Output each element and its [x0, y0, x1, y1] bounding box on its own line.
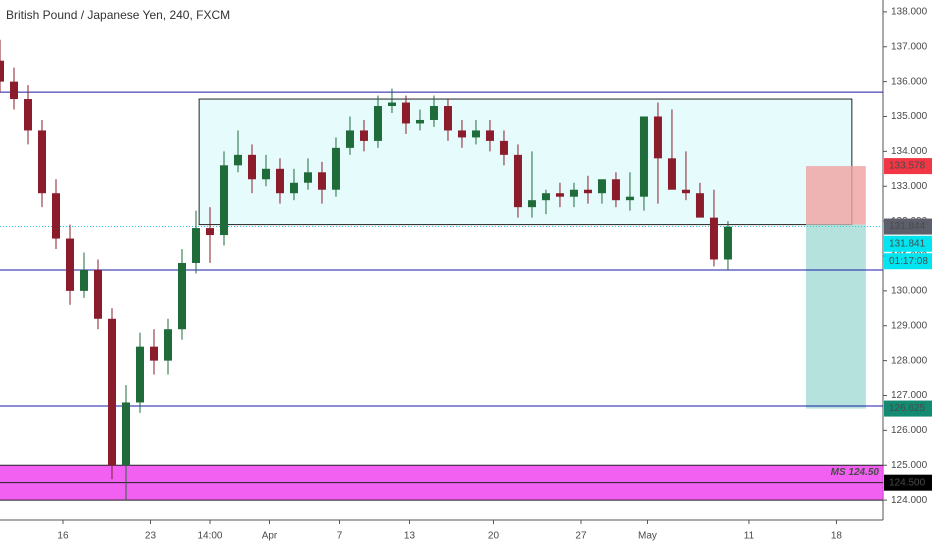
- candle-body: [709, 217, 718, 260]
- candle-body: [0, 60, 4, 82]
- price-tag: [884, 218, 932, 235]
- x-tick-label: 27: [575, 531, 587, 542]
- candle-body: [149, 346, 158, 361]
- candle-body: [65, 238, 74, 291]
- candle-body: [177, 262, 186, 330]
- stop-zone: [806, 166, 866, 225]
- y-tick-label: 136.000: [891, 76, 928, 87]
- candle-body: [513, 154, 522, 208]
- range-box: [198, 98, 853, 226]
- y-tick-label: 124.000: [891, 495, 928, 506]
- y-tick-label: 125.000: [891, 460, 928, 471]
- price-tag-label: 131.841: [889, 238, 926, 249]
- candle-body: [345, 130, 354, 148]
- candle-body: [9, 81, 18, 100]
- candle-body: [569, 189, 578, 197]
- candle-body: [79, 269, 88, 291]
- candle-body: [275, 168, 284, 194]
- x-tick-label: 23: [145, 531, 157, 542]
- candle-body: [51, 193, 60, 239]
- candle-body: [135, 346, 144, 403]
- x-tick-label: 16: [57, 531, 69, 542]
- candle-body: [331, 147, 340, 190]
- candle-body: [611, 179, 620, 201]
- candle-body: [93, 269, 102, 319]
- candle-body: [429, 106, 438, 120]
- price-tag-label: 126.625: [889, 403, 926, 414]
- candle-body: [387, 102, 396, 107]
- x-tick-label: Apr: [262, 531, 278, 542]
- candle-body: [723, 226, 732, 260]
- chart-title: British Pound / Japanese Yen, 240, FXCM: [6, 8, 230, 22]
- y-tick-label: 127.000: [891, 390, 928, 401]
- price-tag-label: 124.500: [889, 477, 926, 488]
- candle-body: [359, 130, 368, 141]
- price-tag-label: 131.844: [889, 221, 926, 232]
- x-tick-label: 7: [337, 531, 343, 542]
- candle-body: [121, 402, 130, 466]
- candle-body: [219, 165, 228, 236]
- candle-body: [653, 116, 662, 159]
- x-tick-label: 20: [488, 531, 500, 542]
- price-tag: [884, 235, 932, 252]
- candle-body: [247, 154, 256, 180]
- candle-body: [191, 228, 200, 263]
- y-tick-label: 130.000: [891, 286, 928, 297]
- candle-body: [23, 99, 32, 131]
- x-tick-label: 14:00: [197, 531, 222, 542]
- x-tick-label: 13: [404, 531, 416, 542]
- candle-body: [317, 172, 326, 190]
- candle-body: [597, 179, 606, 194]
- candle-body: [261, 168, 270, 180]
- candle-body: [289, 182, 298, 194]
- x-tick-label: 18: [831, 531, 843, 542]
- candle-body: [401, 102, 410, 124]
- y-tick-label: 135.000: [891, 111, 928, 122]
- y-tick-label: 126.000: [891, 425, 928, 436]
- candle-body: [415, 119, 424, 124]
- price-tag-label: 133.578: [889, 161, 926, 172]
- price-tag: [884, 253, 932, 270]
- candle-body: [163, 329, 172, 361]
- y-tick-label: 134.000: [891, 146, 928, 157]
- candle-body: [37, 130, 46, 194]
- x-tick-label: 11: [744, 531, 755, 542]
- y-tick-label: 138.000: [891, 6, 928, 17]
- y-tick-label: 137.000: [891, 41, 928, 52]
- candle-body: [541, 193, 550, 201]
- candle-body: [681, 189, 690, 194]
- candle-body: [205, 228, 214, 236]
- zone-label: MS 124.50: [831, 467, 880, 478]
- target-zone: [806, 224, 866, 409]
- candle-body: [457, 130, 466, 138]
- y-tick-label: 129.000: [891, 320, 928, 331]
- price-tag: [884, 474, 932, 491]
- candle-body: [471, 130, 480, 138]
- candle-body: [443, 106, 452, 131]
- candle-body: [639, 116, 648, 197]
- y-tick-label: 128.000: [891, 355, 928, 366]
- candle-body: [373, 106, 382, 141]
- candle-body: [303, 172, 312, 183]
- candle-body: [625, 196, 634, 201]
- candle-body: [667, 158, 676, 190]
- price-tag-label: 01:17:08: [889, 256, 928, 267]
- candle-body: [107, 318, 116, 466]
- price-tag: [884, 158, 932, 175]
- price-tag: [884, 400, 932, 417]
- candle-body: [555, 193, 564, 197]
- candle-body: [527, 200, 536, 208]
- y-tick-label: 133.000: [891, 181, 928, 192]
- x-tick-label: May: [638, 531, 657, 542]
- candle-body: [499, 140, 508, 155]
- candle-body: [695, 193, 704, 218]
- candle-body: [583, 189, 592, 194]
- candle-body: [485, 130, 494, 141]
- candle-body: [233, 154, 242, 166]
